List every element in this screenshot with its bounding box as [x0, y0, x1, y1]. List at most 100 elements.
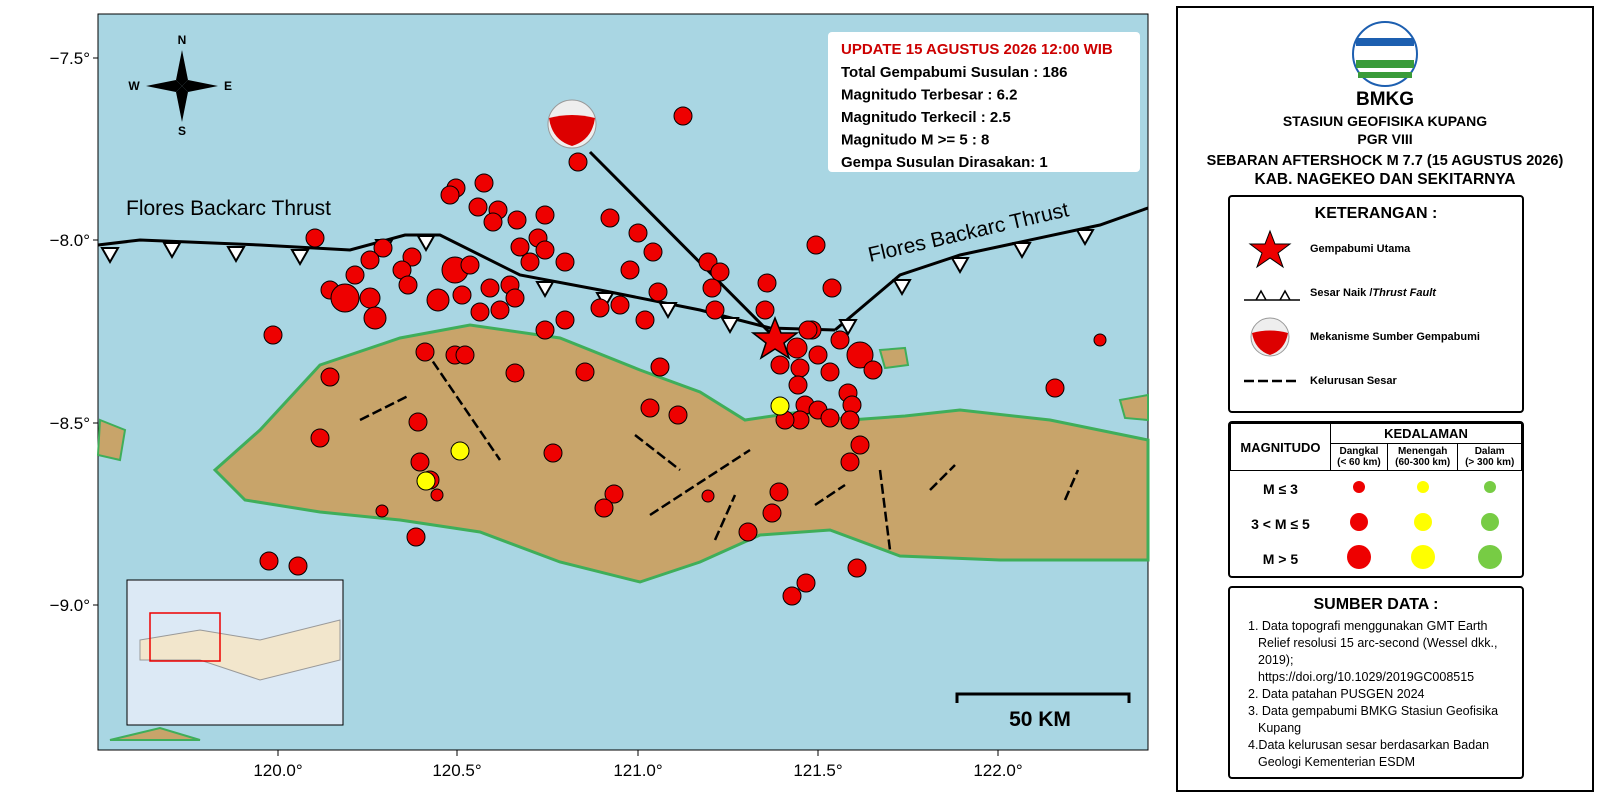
aftershock [822, 278, 842, 298]
agency: BMKG [1355, 89, 1415, 110]
symbol [1346, 545, 1371, 569]
aftershock [705, 300, 725, 320]
legend-text: Sesar Naik / [1310, 287, 1373, 299]
legend-row: Mekanisme Sumber Gempabumi [1230, 315, 1522, 359]
aftershock [460, 255, 480, 275]
thrust-tooth [416, 235, 436, 253]
aftershock [505, 363, 525, 383]
thrust-icon [1244, 289, 1300, 301]
aftershock [305, 228, 325, 248]
table-row: MAGNITUDO KEDALAMAN [1230, 423, 1523, 471]
aftershock [320, 367, 340, 387]
magnitude-box: MAGNITUDO KEDALAMAN Dangkal (< 60 km) Meneng… [1228, 421, 1524, 578]
compass-s: S [178, 124, 186, 138]
info-line: Magnitudo M >= 5 : 8 [841, 132, 989, 149]
symbol [1483, 481, 1496, 493]
aftershock [796, 573, 816, 593]
felt-aftershock [450, 441, 470, 461]
aftershock [490, 300, 510, 320]
symbol [1352, 481, 1365, 493]
thrust-fault [834, 206, 1149, 332]
depth-text: Menengah [1397, 446, 1448, 457]
symbol [1416, 481, 1429, 493]
aftershock [850, 435, 870, 455]
thrust-tooth [720, 317, 740, 335]
scale-line [955, 692, 1131, 703]
pgr: PGR VIII [1357, 131, 1413, 147]
lat-label: −9.0° [50, 596, 90, 615]
magnitude-class: 3 < M ≤ 5 [1251, 515, 1310, 532]
aftershock [363, 306, 387, 330]
logo-stripe [1356, 38, 1414, 46]
compass-arm [182, 80, 218, 92]
fault-label: Flores Backarc Thrust [126, 197, 331, 220]
table-row: M ≤ 3 [1231, 471, 1522, 507]
aftershock [520, 252, 540, 272]
aftershock [830, 330, 850, 350]
beachball [547, 99, 597, 149]
symbol-cell [1330, 541, 1387, 576]
magnitude-symbol [1483, 481, 1496, 493]
source-item: 1. Data topografi menggunakan GMT Earth … [1248, 619, 1498, 684]
aftershock [755, 300, 775, 320]
aftershock [474, 173, 494, 193]
magnitude-symbol [1416, 481, 1429, 493]
aftershock [430, 488, 444, 502]
lineament [649, 448, 751, 517]
legend-row: Sesar Naik / Thrust Fault [1230, 271, 1522, 315]
aftershock [786, 337, 808, 359]
lineaments [359, 349, 1080, 551]
lon-label: 122.0° [973, 761, 1022, 780]
thrust-tooth [162, 242, 182, 260]
aftershock [483, 212, 503, 232]
aftershock [410, 452, 430, 472]
flores-island [212, 323, 1150, 584]
legend-text: Thrust Fault [1372, 287, 1436, 299]
aftershocks [259, 106, 1107, 606]
aftershock [673, 106, 693, 126]
aftershock [620, 260, 640, 280]
aftershock [288, 556, 308, 576]
compass-arm [146, 80, 182, 92]
magnitude-symbol [1480, 513, 1499, 531]
beachball-icon-fill [1252, 330, 1288, 355]
aftershock [507, 210, 527, 230]
lat-label: −8.0° [50, 231, 90, 250]
aftershock [330, 283, 360, 313]
aftershock [535, 205, 555, 225]
symbol-cell [1330, 506, 1387, 541]
aftershock [648, 282, 668, 302]
aftershock [259, 551, 279, 571]
aftershock [847, 558, 867, 578]
aftershock [480, 278, 500, 298]
aftershock [568, 152, 588, 172]
magnitude-symbol [1346, 545, 1371, 569]
icon [1250, 317, 1290, 357]
symbol-cell [1330, 471, 1387, 507]
table-header: KEDALAMAN [1329, 423, 1523, 444]
symbol [1480, 513, 1499, 531]
source-item: 3. Data gempabumi BMKG Stasiun Geofisika… [1248, 704, 1499, 735]
symbol-cell [1458, 471, 1522, 507]
aftershock [610, 295, 630, 315]
info-line: Total Gempabumi Susulan : 186 [841, 64, 1067, 81]
thrust-tooth [950, 257, 970, 275]
symbol-cell [1387, 471, 1457, 507]
symbol [1413, 513, 1432, 531]
aftershock [408, 412, 428, 432]
aftershock [452, 285, 472, 305]
region: KAB. NAGEKEO DAN SEKITARNYA [1254, 171, 1516, 188]
aftershock [757, 273, 777, 293]
compass-arm [176, 86, 188, 122]
lineament [713, 494, 737, 541]
depth-text: Dangkal [1339, 446, 1379, 457]
info-background [828, 32, 1140, 172]
source-box: SUMBER DATA : 1. Data topografi mengguna… [1228, 586, 1524, 779]
info-line: Gempa Susulan Dirasakan: 1 [841, 154, 1048, 171]
magnitude-symbol [1410, 545, 1435, 569]
source-item: 4.Data kelurusan sesar berdasarkan Badan… [1248, 738, 1490, 769]
compass-w: W [128, 79, 140, 93]
aftershock [600, 208, 620, 228]
aftershock [535, 240, 555, 260]
